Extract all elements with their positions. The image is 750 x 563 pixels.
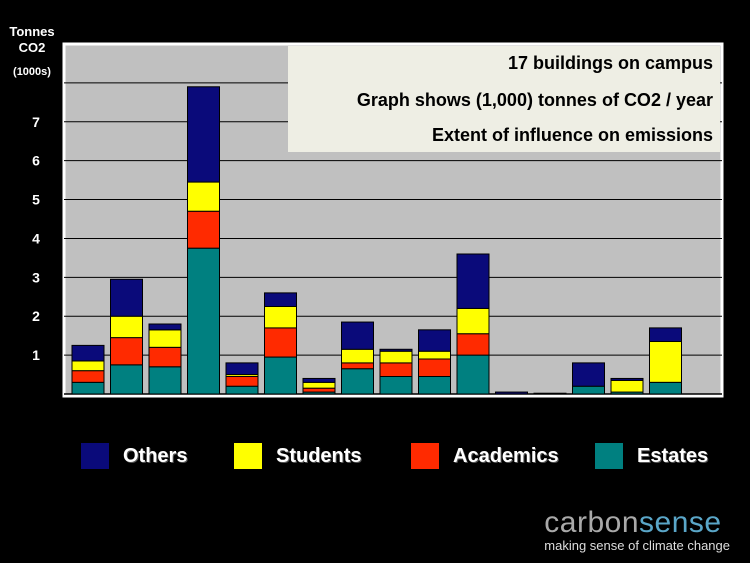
- bar-segment-others: [71, 344, 105, 362]
- y-tick-label: 1: [32, 347, 40, 363]
- bar-segment-academics: [71, 370, 105, 383]
- y-tick-label: 7: [32, 114, 40, 130]
- bar-segment-students: [264, 306, 297, 329]
- annotation-box: [288, 46, 720, 152]
- bar-segment-students: [456, 307, 490, 335]
- bar-segment-academics: [187, 210, 220, 249]
- bar-segment-others: [225, 362, 259, 376]
- bar-segment-estates: [379, 376, 413, 395]
- bar-segment-estates: [264, 356, 297, 395]
- bar-segment-estates: [649, 381, 682, 395]
- bar-segment-academics: [148, 346, 182, 368]
- bar-segment-students: [418, 350, 451, 360]
- bar-segment-others: [379, 348, 413, 352]
- logo-sense-text: sense: [639, 506, 722, 539]
- bar-segment-estates: [71, 381, 105, 395]
- bar-segment-students: [379, 350, 413, 364]
- legend-item-estates: Estates: [595, 443, 708, 469]
- bar-segment-others: [456, 253, 490, 309]
- bar-segment-academics: [456, 333, 490, 356]
- legend-item-academics: Academics: [411, 443, 559, 469]
- legend-label-estates: Estates: [637, 444, 709, 467]
- bar-segment-estates: [456, 354, 490, 395]
- legend-swatch-estates: [595, 443, 623, 469]
- bar-segment-academics: [418, 358, 451, 377]
- bar-segment-academics: [110, 337, 143, 366]
- y-tick-label: 4: [32, 230, 40, 246]
- y-axis-title-line2: CO2: [18, 40, 46, 55]
- y-axis-title: Tonnes CO2: [6, 24, 58, 56]
- bar-segment-others: [110, 278, 143, 317]
- y-axis-title-line1: Tonnes: [9, 24, 55, 39]
- legend-item-others: Others: [81, 443, 187, 469]
- bar-segment-others: [572, 362, 605, 387]
- stacked-bar-chart: 1 2 3 4 5 6 7 17 buildings on campus Graph shows…: [32, 42, 724, 398]
- bar-segment-students: [71, 360, 105, 372]
- bar-segment-students: [148, 329, 182, 348]
- y-tick-label: 3: [32, 269, 40, 285]
- legend-swatch-others: [81, 443, 109, 469]
- bar-segment-others: [610, 377, 644, 381]
- bar-segment-others: [649, 327, 682, 342]
- bar-segment-others: [302, 377, 336, 383]
- bar-segment-others: [148, 323, 182, 331]
- logo-carbon-text: carbon: [544, 506, 640, 539]
- legend-swatch-academics: [411, 443, 439, 469]
- bar-segment-estates: [418, 376, 451, 395]
- bar-segment-academics: [225, 376, 259, 387]
- bar-segment-others: [264, 292, 297, 307]
- bar-segment-academics: [341, 362, 374, 370]
- bar-segment-others: [187, 86, 220, 183]
- annotation-line3: Extent of influence on emissions: [432, 125, 713, 145]
- bar-segment-students: [187, 181, 220, 212]
- carbonsense-logo: carbonsense making sense of climate chan…: [544, 506, 730, 553]
- bar-segment-students: [649, 341, 682, 383]
- bar-segment-estates: [572, 385, 605, 395]
- bar-segment-estates: [225, 385, 259, 395]
- bar-segment-academics: [379, 362, 413, 377]
- bar-segment-estates: [148, 366, 182, 395]
- bar-segment-students: [110, 315, 143, 339]
- legend-label-others: Others: [123, 444, 188, 467]
- y-tick-label: 6: [32, 153, 40, 169]
- bar-segment-others: [533, 392, 567, 395]
- bar-segment-students: [341, 348, 374, 364]
- legend-label-academics: Academics: [453, 444, 559, 467]
- bar-segment-estates: [110, 364, 143, 395]
- legend-item-students: Students: [234, 443, 362, 469]
- legend-swatch-students: [234, 443, 262, 469]
- legend-label-students: Students: [276, 444, 362, 467]
- y-tick-label: 2: [32, 308, 40, 324]
- y-tick-label: 5: [32, 192, 40, 208]
- bar-segment-others: [341, 321, 374, 350]
- bar-segment-academics: [264, 327, 297, 358]
- annotation-line1: 17 buildings on campus: [508, 53, 713, 73]
- bar-segment-academics: [302, 387, 336, 393]
- logo-tagline: making sense of climate change: [544, 538, 730, 553]
- bar-segment-estates: [341, 368, 374, 395]
- bar-segment-students: [302, 381, 336, 389]
- bar-segment-students: [610, 379, 644, 393]
- bar-segment-estates: [187, 247, 220, 395]
- annotation-line2: Graph shows (1,000) tonnes of CO2 / year: [357, 90, 713, 110]
- bar-segment-others: [418, 329, 451, 352]
- y-axis-units: (1000s): [13, 66, 51, 78]
- bar-segment-others: [495, 391, 528, 395]
